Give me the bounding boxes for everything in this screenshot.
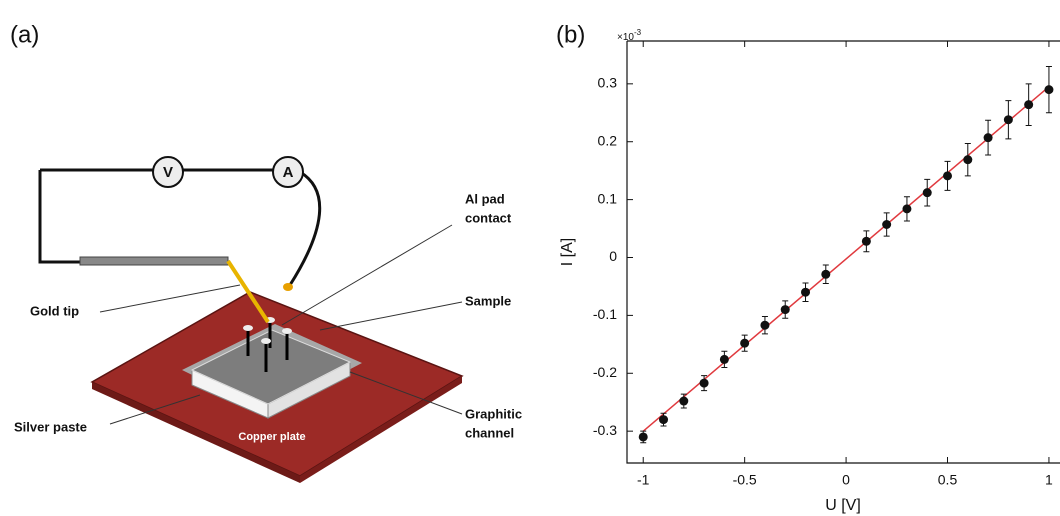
x-axis-title: U [V] xyxy=(825,497,861,514)
contact-point xyxy=(283,283,293,291)
multiplier-exponent: -3 xyxy=(634,28,642,37)
plate-edge xyxy=(92,382,300,483)
y-tick-label: 0.3 xyxy=(598,75,618,91)
x-tick-label: -0.5 xyxy=(733,472,757,488)
y-tick-label: -0.1 xyxy=(593,306,617,322)
y-axis-title: I [A] xyxy=(559,238,576,266)
data-point xyxy=(821,269,831,279)
data-point xyxy=(760,320,770,330)
data-point xyxy=(943,171,953,181)
plate-edge xyxy=(300,376,462,483)
data-point xyxy=(1024,100,1034,110)
copper-plate-label: Copper plate xyxy=(238,431,305,443)
al-pad xyxy=(243,325,253,331)
fit-line xyxy=(642,86,1050,432)
gold-tip xyxy=(226,259,270,324)
data-point xyxy=(983,133,993,143)
data-point xyxy=(963,155,973,165)
al-pad xyxy=(282,328,292,334)
data-point xyxy=(740,338,750,348)
data-point xyxy=(780,305,790,315)
data-point xyxy=(1044,85,1054,95)
y-tick-label: 0 xyxy=(609,248,617,264)
sample-label: Sample xyxy=(465,293,511,308)
data-point xyxy=(882,220,892,230)
x-tick-label: 0 xyxy=(842,472,850,488)
panel-label: (a) xyxy=(10,21,39,48)
silver-paste-label: Silver paste xyxy=(14,419,87,434)
data-point xyxy=(659,415,669,425)
y-tick-label: -0.2 xyxy=(593,364,617,380)
wire xyxy=(38,168,275,264)
panel-label: (b) xyxy=(556,21,585,48)
x-tick-label: 0.5 xyxy=(938,472,958,488)
x-tick-label: -1 xyxy=(637,472,650,488)
data-point xyxy=(638,432,648,442)
voltmeter xyxy=(152,156,184,188)
leader-lines xyxy=(99,224,463,425)
data-point xyxy=(922,188,932,198)
voltmeter-label: V xyxy=(163,164,173,181)
y-tick-label: 0.1 xyxy=(598,190,618,206)
multiplier-base: ×10 xyxy=(617,32,634,43)
al-pad-label: contact xyxy=(465,210,512,225)
data-point xyxy=(801,287,811,297)
al-pad-label: Al pad xyxy=(465,191,505,206)
y-multiplier: ×10-3 xyxy=(617,28,642,43)
sample-top xyxy=(190,329,352,405)
graphitic-label: Graphitic xyxy=(465,406,522,421)
schematic: V A (a) Al pad contact Gold tip Sample S… xyxy=(10,21,522,483)
wire xyxy=(288,170,322,286)
axes-frame xyxy=(626,40,1060,464)
y-tick-label: -0.3 xyxy=(593,422,617,438)
al-pad xyxy=(261,338,271,344)
data-point xyxy=(699,378,709,388)
data-point xyxy=(1003,115,1013,125)
ammeter-label: A xyxy=(283,164,294,181)
x-tick-label: 1 xyxy=(1045,472,1053,488)
data-point xyxy=(861,236,871,246)
data-point xyxy=(902,204,912,214)
graphitic-label: channel xyxy=(465,425,514,440)
data-point xyxy=(679,396,689,406)
ammeter xyxy=(272,156,304,188)
gold-tip-label: Gold tip xyxy=(30,303,79,318)
tip-holder xyxy=(79,256,229,266)
chart: (b) ×10-3 I [A] U [V] -0.3 -0.2 -0.1 0 0.1 0.… xyxy=(556,21,1060,514)
data-point xyxy=(719,354,729,364)
y-tick-label: 0.2 xyxy=(598,132,618,148)
